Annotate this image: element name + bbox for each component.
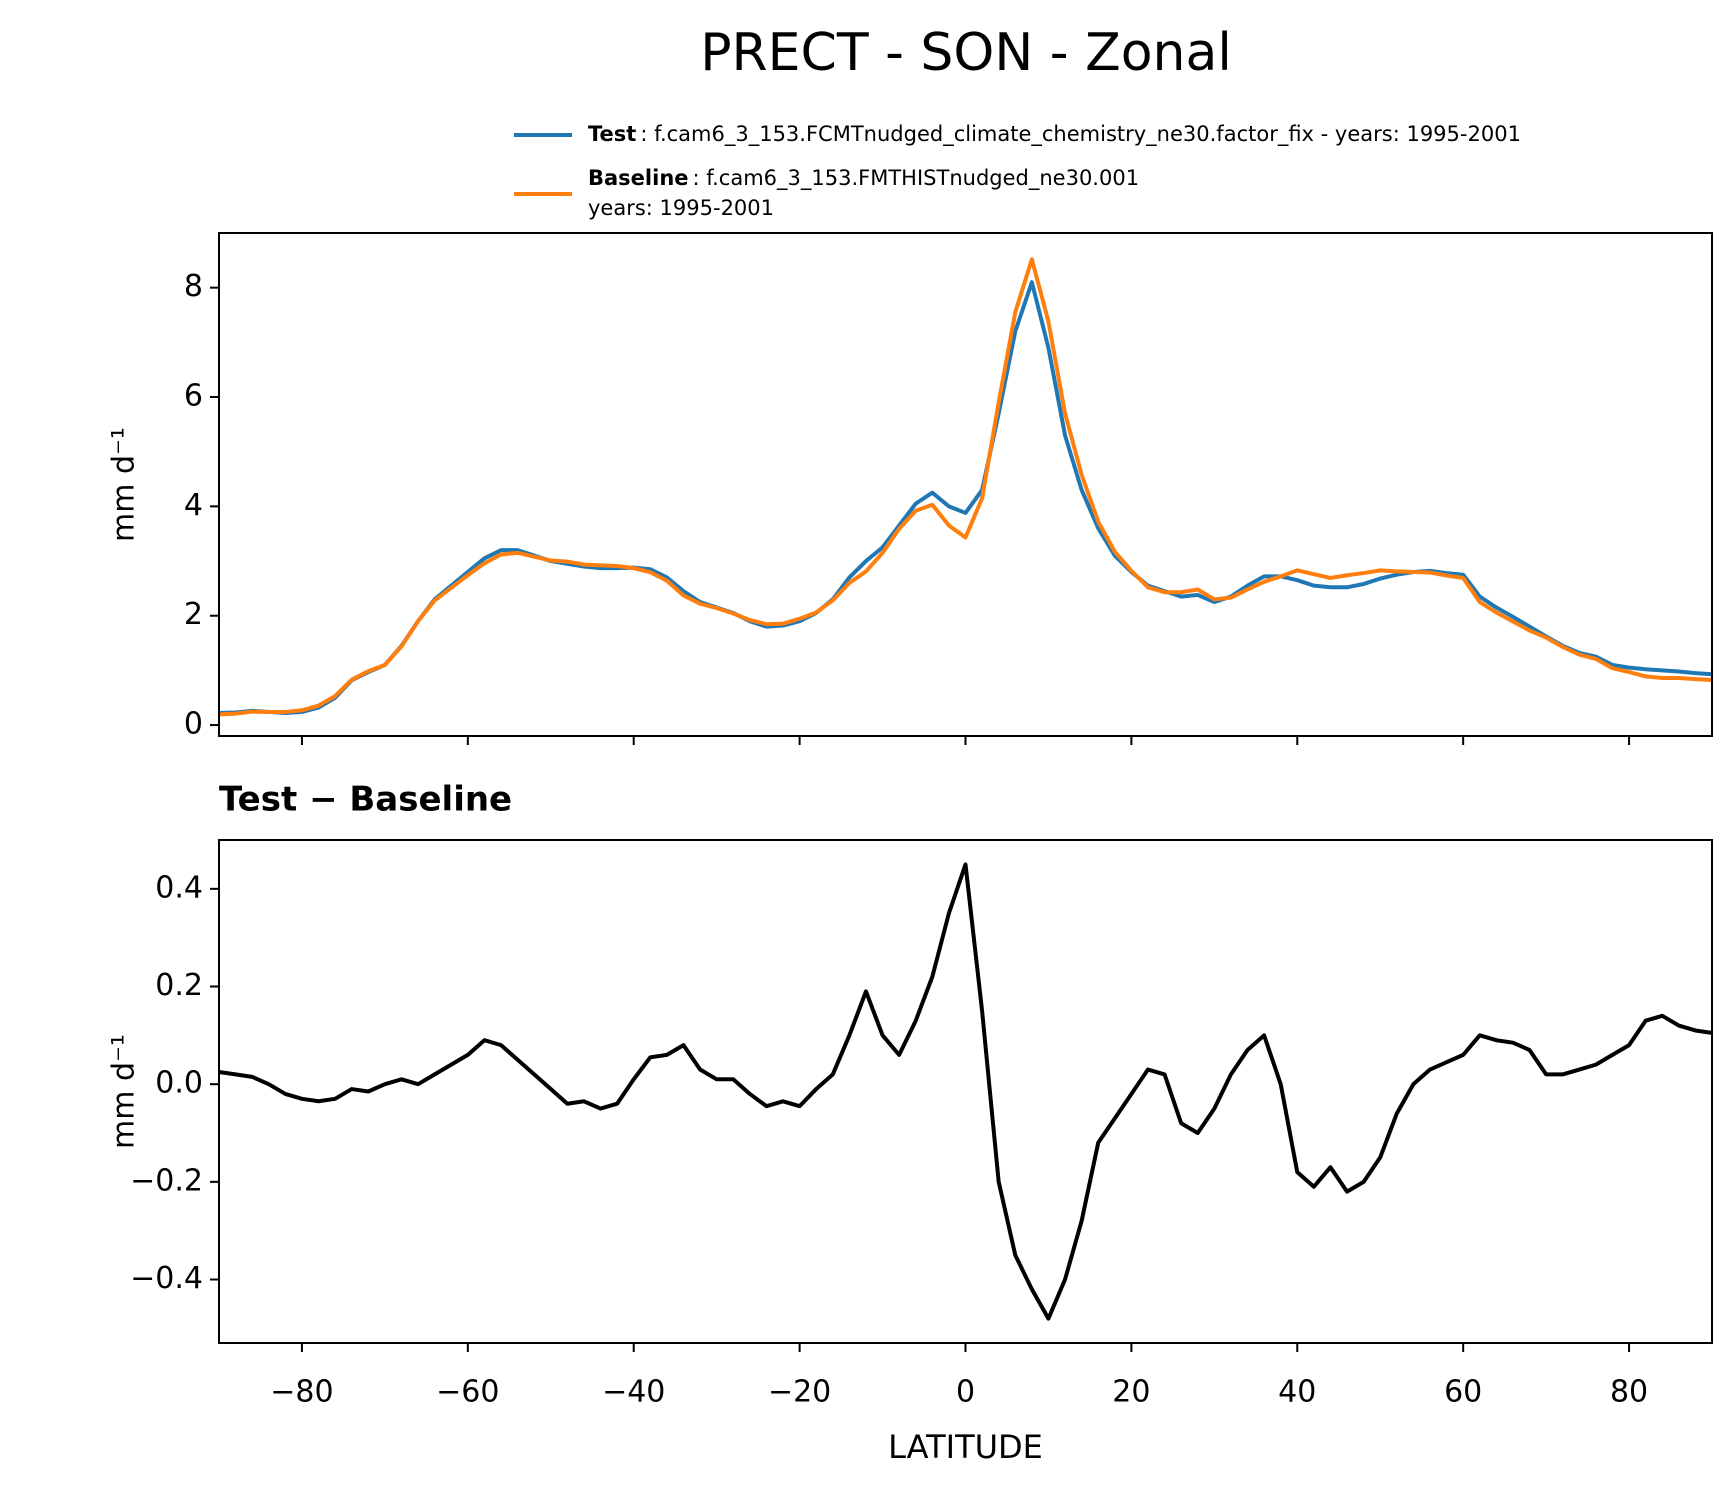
x-tick-label: −40: [602, 1375, 665, 1410]
series-line: [219, 257, 1712, 717]
y-tick-label: 8: [184, 269, 203, 304]
x-tick-label: −20: [768, 1375, 831, 1410]
y-axis-label: mm d⁻¹: [107, 1034, 142, 1149]
x-tick-label: 40: [1278, 1375, 1316, 1410]
y-tick-label: 0: [184, 707, 203, 742]
y-tick-label: 0.4: [155, 870, 203, 905]
axes-frame: [218, 839, 1713, 1344]
legend-label: : f.cam6_3_153.FMTHISTnudged_ne30.001: [693, 166, 1140, 191]
axes-title: Test − Baseline: [219, 780, 512, 820]
figure-title: PRECT - SON - Zonal: [700, 23, 1232, 83]
legend-label: : f.cam6_3_153.FCMTnudged_climate_chemis…: [640, 122, 1521, 147]
y-axis-label: mm d⁻¹: [107, 427, 142, 542]
y-tick-label: 0.0: [155, 1066, 203, 1101]
x-tick-label: 80: [1610, 1375, 1648, 1410]
axes-frame: [218, 232, 1713, 737]
x-tick-label: 0: [956, 1375, 975, 1410]
y-tick-label: 4: [184, 488, 203, 523]
legend-label: years: 1995-2001: [588, 196, 774, 220]
x-tick-label: 60: [1444, 1375, 1482, 1410]
y-tick-label: 2: [184, 597, 203, 632]
x-axis-label: LATITUDE: [888, 1428, 1043, 1466]
x-tick-label: −80: [270, 1375, 333, 1410]
legend-name: Baseline: [588, 166, 689, 190]
legend-name: Test: [588, 122, 636, 146]
y-tick-label: −0.4: [130, 1261, 203, 1296]
y-tick-label: 6: [184, 379, 203, 414]
x-tick-label: 20: [1112, 1375, 1150, 1410]
series-line: [219, 862, 1712, 1321]
x-tick-label: −60: [436, 1375, 499, 1410]
series-line: [219, 280, 1712, 716]
y-tick-label: −0.2: [130, 1163, 203, 1198]
y-tick-label: 0.2: [155, 968, 203, 1003]
